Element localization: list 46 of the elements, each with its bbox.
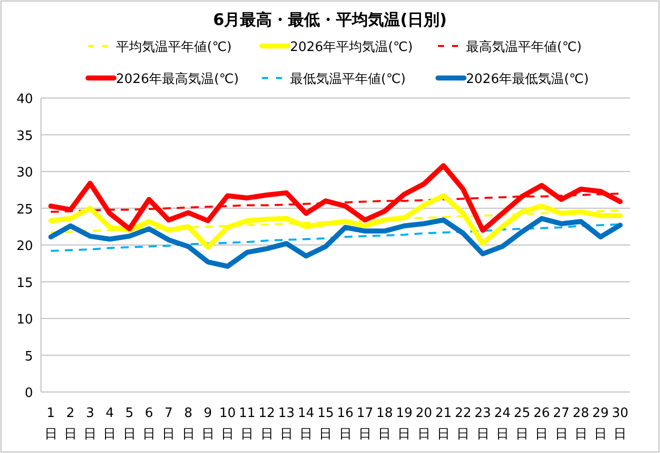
x-tick-label: 27 日: [553, 406, 570, 442]
x-tick-label: 9 日: [201, 406, 214, 442]
y-tick-label: 15: [16, 276, 33, 291]
y-tick-label: 5: [24, 349, 33, 364]
x-tick-label: 11 日: [238, 406, 256, 442]
y-tick-label: 20: [16, 239, 33, 254]
x-tick-label: 3 日: [84, 406, 97, 442]
x-tick-label: 30 日: [612, 406, 628, 442]
legend-label: 最高気温平年値(℃): [466, 39, 582, 55]
x-tick-label: 15 日: [317, 406, 334, 442]
x-tick-label: 25 日: [514, 406, 530, 442]
x-tick-label: 22 日: [454, 406, 472, 442]
y-tick-label: 0: [24, 386, 33, 401]
y-tick-label: 40: [16, 92, 33, 107]
legend-label: 2026年平均気温(℃): [290, 40, 413, 55]
x-tick-label: 13 日: [278, 406, 295, 442]
x-tick-label: 29 日: [592, 406, 609, 442]
x-tick-label: 19 日: [396, 406, 412, 442]
legend-label: 2026年最高気温(℃): [116, 71, 239, 87]
chart-title: 6月最高・最低・平均気温(日別): [213, 10, 447, 29]
x-tick-label: 20 日: [416, 406, 432, 442]
legend-label: 平均気温平年値(℃): [116, 40, 232, 55]
legend-label: 2026年最低気温(℃): [466, 72, 589, 87]
x-tick-label: 5 日: [122, 406, 136, 442]
x-tick-label: 12 日: [258, 406, 276, 442]
x-tick-label: 26 日: [533, 406, 550, 442]
legend-label: 最低気温平年値(℃): [290, 72, 406, 87]
x-tick-label: 28 日: [572, 406, 590, 442]
x-tick-label: 23 日: [474, 406, 492, 442]
x-tick-label: 2 日: [64, 406, 77, 442]
y-tick-label: 10: [16, 312, 33, 328]
x-tick-label: 21 日: [435, 406, 452, 442]
x-tick-label: 16 日: [337, 406, 354, 442]
x-tick-label: 4 日: [103, 406, 116, 442]
y-tick-label: 25: [16, 202, 33, 218]
x-tick-label: 8 日: [182, 406, 195, 442]
x-tick-label: 7 日: [162, 406, 176, 442]
x-tick-label: 18 日: [376, 406, 393, 442]
x-tick-label: 10 日: [219, 406, 236, 442]
x-tick-label: 1 日: [44, 406, 58, 442]
y-tick-label: 35: [16, 128, 33, 144]
x-tick-label: 6 日: [142, 406, 156, 442]
x-tick-label: 14 日: [298, 406, 314, 442]
x-tick-label: 24 日: [494, 406, 511, 442]
y-tick-label: 30: [16, 166, 33, 180]
x-tick-label: 17 日: [356, 406, 374, 442]
